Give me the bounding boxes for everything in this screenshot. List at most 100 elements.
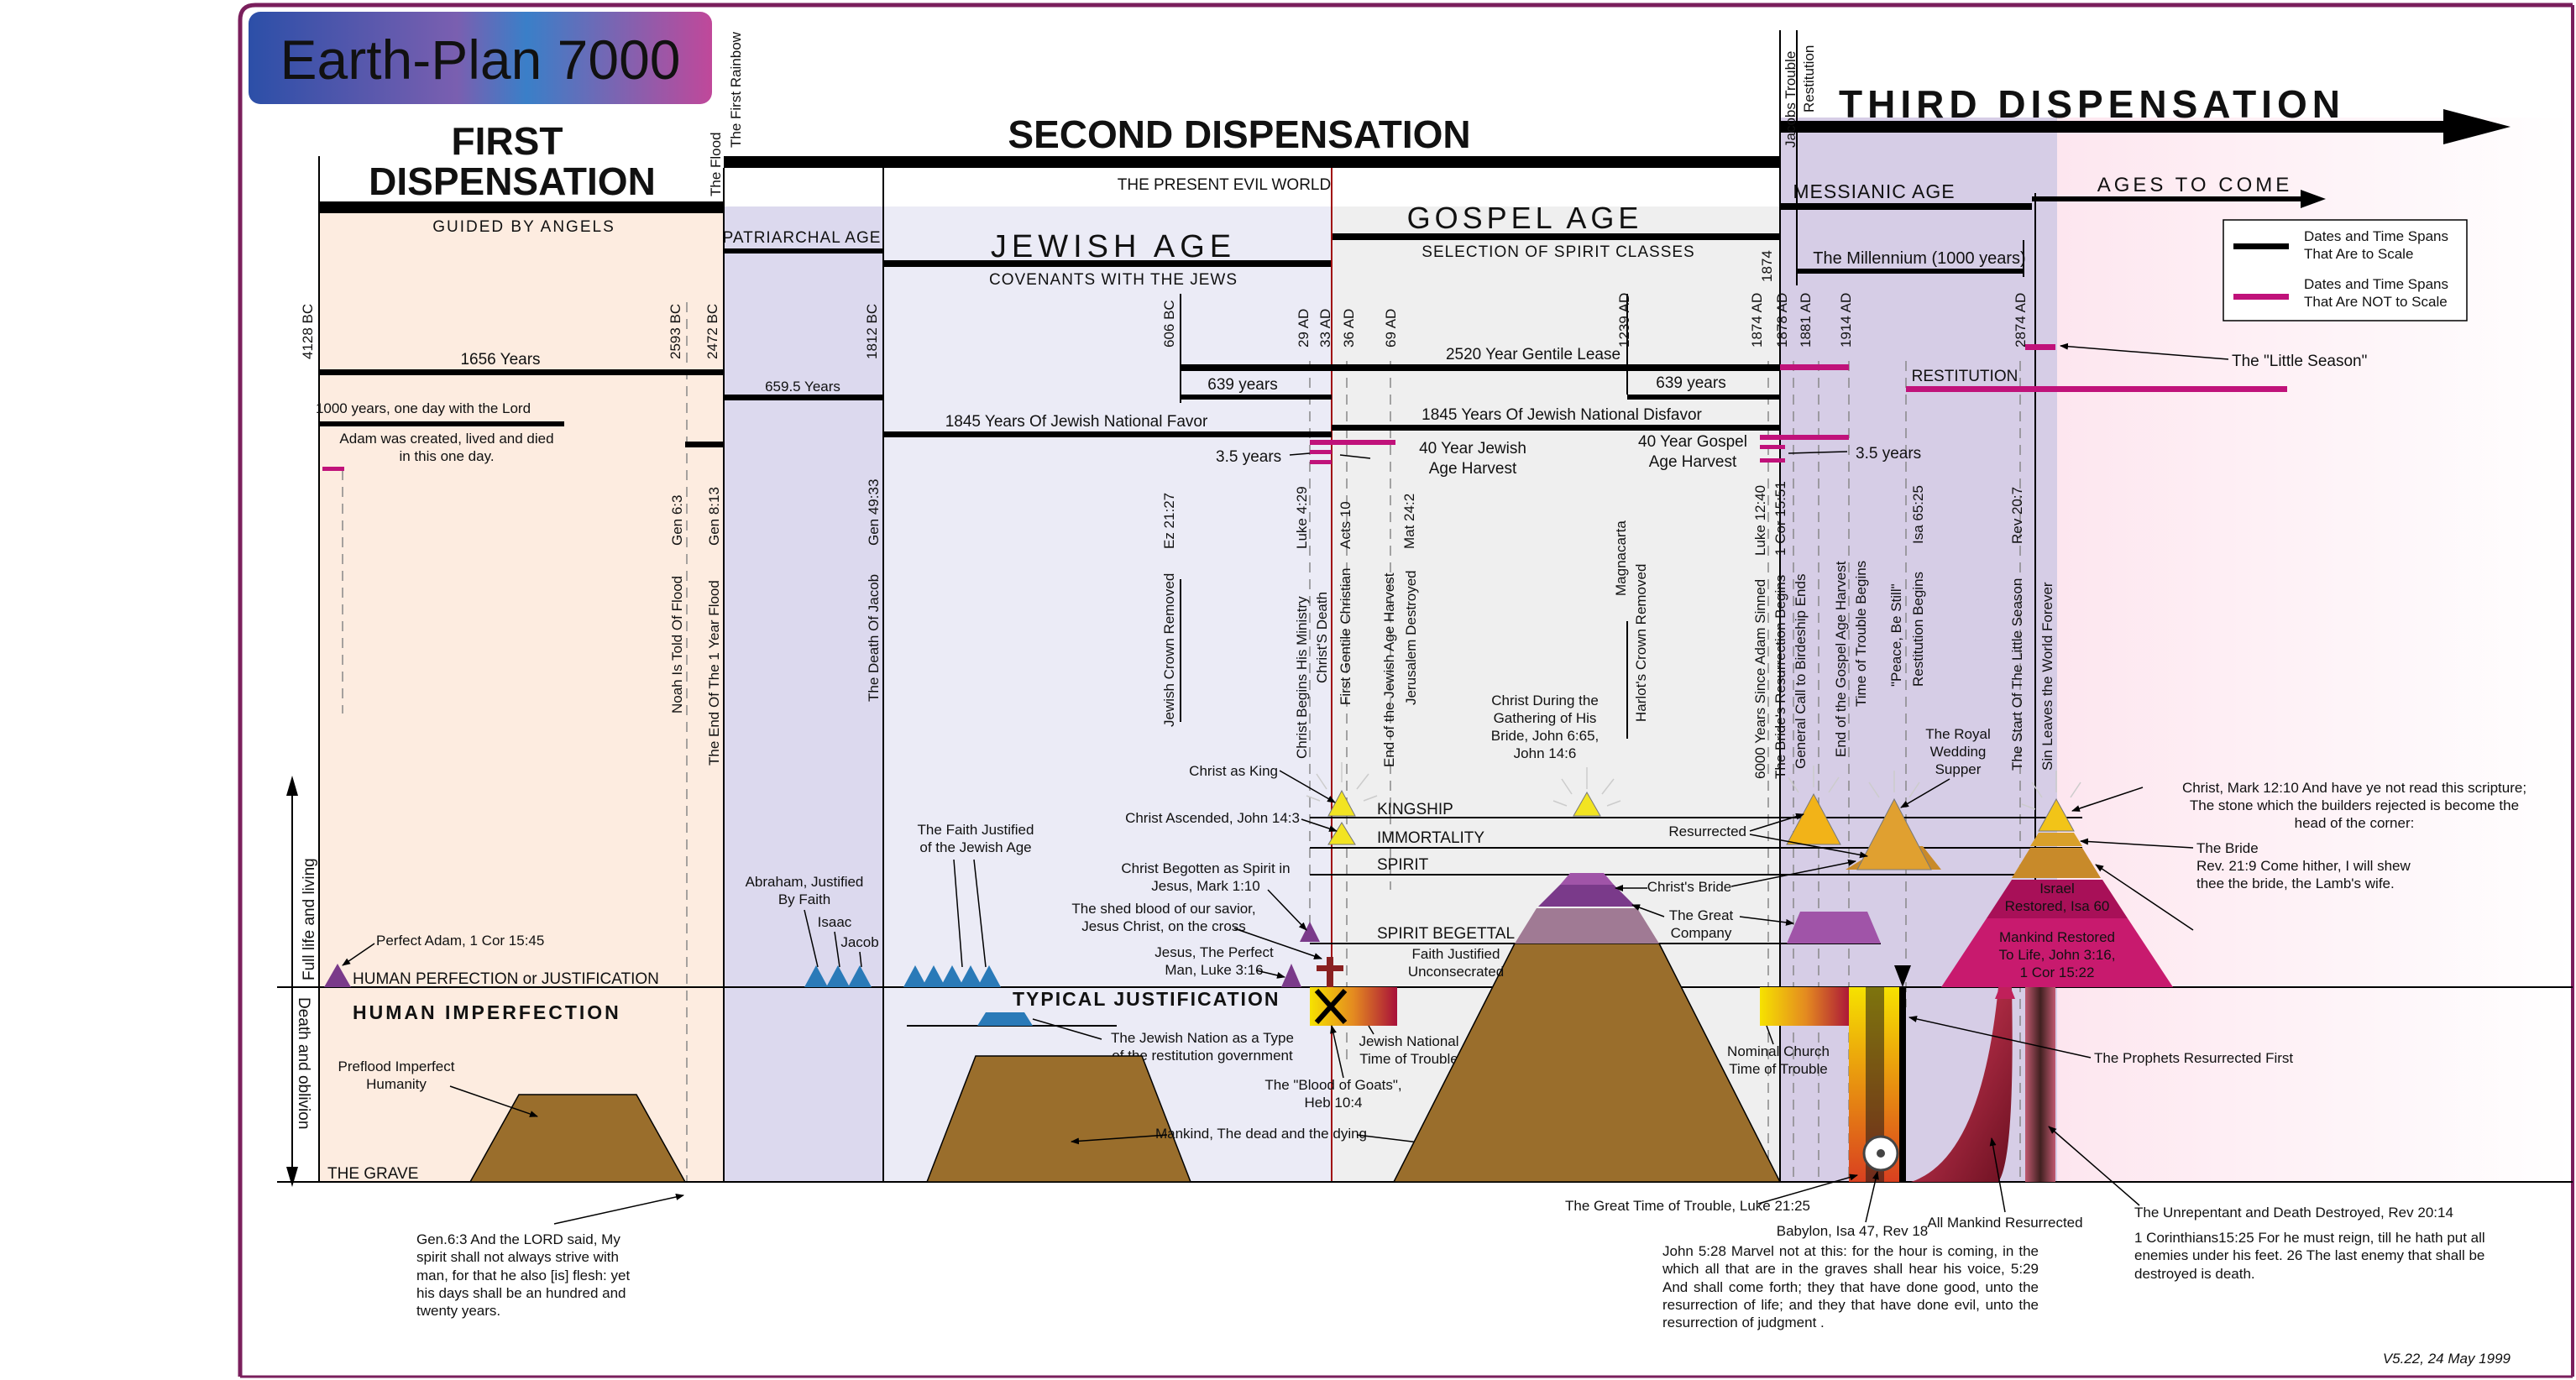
title-banner bbox=[249, 12, 712, 104]
gospel-age-bar bbox=[1332, 233, 1780, 240]
nominal-church-trouble-block bbox=[1760, 987, 1852, 1026]
first-dispensation-title-2: DISPENSATION bbox=[369, 159, 656, 203]
span-35b: 3.5 years bbox=[1856, 445, 1921, 463]
blood-goats-arrow bbox=[1330, 1025, 1344, 1079]
date-33ad: 33 AD bbox=[1317, 309, 1333, 348]
messianic-rays bbox=[1788, 766, 1920, 798]
jewish-trouble-block bbox=[1310, 987, 1397, 1026]
span-35b-pointer bbox=[1788, 451, 1848, 454]
event-call-ends: General Call to Birdeship Ends bbox=[1793, 574, 1809, 769]
span-35a: 3.5 years bbox=[1216, 448, 1281, 466]
jewish-age-label: JEWISH AGE bbox=[991, 229, 1236, 264]
legend-to-scale-2: That Are to Scale bbox=[2304, 246, 2413, 262]
millennium-bar bbox=[1797, 269, 2024, 274]
event-jerusalem: Jerusalem Destroyed bbox=[1403, 570, 1419, 705]
perfect-adam-arrow bbox=[342, 943, 375, 966]
babylon-label: Babylon, Isa 47, Rev 18 bbox=[1777, 1223, 1929, 1239]
flood-label: The Flood bbox=[708, 132, 724, 196]
jewish-age-bar bbox=[883, 260, 1332, 267]
great-trouble-arrow bbox=[1757, 1174, 1858, 1205]
event-harlot: Harlot's Crown Removed bbox=[1633, 564, 1649, 722]
adam-created-2: in this one day. bbox=[399, 448, 494, 464]
date-4128bc: 4128 BC bbox=[300, 304, 316, 359]
faith-justified-pointer-1 bbox=[953, 859, 963, 968]
perfect-adam-shape bbox=[324, 964, 351, 987]
bride-pyramid-band bbox=[2030, 833, 2082, 846]
event-ez2127: Ez 21:27 bbox=[1161, 493, 1177, 549]
event-trouble-begins: Time of Trouble Begins bbox=[1853, 561, 1869, 707]
second-dispensation-bar bbox=[724, 156, 1780, 168]
little-season-label: The "Little Season" bbox=[2232, 353, 2367, 370]
event-luke1240: Luke 12:40 bbox=[1752, 485, 1768, 556]
faith-justified-label-2: of the Jewish Age bbox=[919, 839, 1031, 855]
christ-king-shape bbox=[1327, 789, 1356, 817]
isaac-pointer bbox=[834, 931, 840, 968]
shed-blood-arrow bbox=[1233, 928, 1322, 959]
jewish-age-sub: COVENANTS WITH THE JEWS bbox=[989, 271, 1238, 289]
abraham-label-1: Abraham, Justified bbox=[746, 874, 864, 890]
first-rainbow-label: The First Rainbow bbox=[728, 31, 744, 148]
death-oblivion-label: Death and oblivion bbox=[295, 997, 312, 1129]
christ-king-rays bbox=[1306, 762, 1378, 802]
dashed-date-lines bbox=[342, 302, 2021, 1182]
not-to-scale-bars bbox=[322, 344, 2287, 471]
date-1878ad: 1878 AD bbox=[1774, 293, 1790, 348]
christ-pyramid-top bbox=[2038, 797, 2075, 832]
full-life-label: Full life and living bbox=[301, 858, 318, 980]
adam-created-1: Adam was created, lived and died bbox=[339, 431, 553, 447]
ages-to-come-label: AGES TO COME bbox=[2097, 174, 2293, 196]
mankind-label: Mankind, The dead and the dying bbox=[1155, 1126, 1367, 1142]
babylon-arrow bbox=[1865, 1171, 1879, 1223]
plane-spirit: SPIRIT bbox=[1377, 856, 1429, 874]
great-company-pyramid-arrow bbox=[2095, 864, 2194, 931]
blood-goats-label-1: The "Blood of Goats", bbox=[1264, 1077, 1401, 1093]
abraham-label-2: By Faith bbox=[778, 891, 830, 907]
date-36ad: 36 AD bbox=[1341, 309, 1357, 348]
patriarchal-bar bbox=[724, 248, 883, 254]
gen63-arrow bbox=[553, 1194, 684, 1225]
event-acts10: Acts 10 bbox=[1338, 501, 1353, 549]
event-crown-removed: Jewish Crown Removed bbox=[1161, 573, 1177, 727]
legend-magenta-swatch bbox=[2233, 294, 2289, 300]
christ-begotten-shape bbox=[1300, 922, 1320, 942]
great-company-messianic-shape bbox=[1787, 912, 1881, 944]
nominal-church-label-1: Nominal Church bbox=[1727, 1043, 1830, 1059]
date-labels: 4128 BC 2593 BC 2472 BC 1812 BC 606 BC 2… bbox=[300, 250, 2029, 359]
date-1874: 1874 bbox=[1759, 250, 1775, 282]
event-death: Christ'S Death bbox=[1314, 592, 1330, 683]
great-company-arrow-right bbox=[1739, 916, 1794, 926]
national-trouble-label-2: Time of Trouble bbox=[1359, 1051, 1458, 1067]
resurrected-arrow-2 bbox=[1749, 834, 1868, 859]
prophets-resurrection-arrow bbox=[1894, 965, 1911, 987]
christ-begotten-label-1: Christ Begotten as Spirit in bbox=[1121, 860, 1290, 876]
date-29ad: 29 AD bbox=[1296, 309, 1312, 348]
christ-king-arrow bbox=[1279, 770, 1336, 803]
gathering-rays bbox=[1552, 767, 1621, 807]
christ-mark-label-3: head of the corner: bbox=[2295, 815, 2415, 831]
patriarch-triangles bbox=[804, 965, 872, 987]
great-company-pyramid-band bbox=[2012, 848, 2101, 878]
all-mankind-label: All Mankind Resurrected bbox=[1927, 1215, 2082, 1231]
event-rev207: Rev 20:7 bbox=[2009, 487, 2025, 544]
legend-to-scale-1: Dates and Time Spans bbox=[2304, 228, 2448, 244]
the-bride-label-1: The Bride bbox=[2196, 840, 2259, 856]
great-company-label-1: The Great bbox=[1669, 907, 1734, 923]
event-end-jewish-harvest: End of the Jewish Age Harvest bbox=[1381, 572, 1397, 767]
babylon-millstone-hole bbox=[1877, 1149, 1885, 1158]
legend-black-swatch bbox=[2233, 243, 2289, 249]
resurrected-label: Resurrected bbox=[1668, 823, 1746, 839]
date-606bc: 606 BC bbox=[1161, 300, 1177, 348]
great-trouble-label: The Great Time of Trouble, Luke 21:25 bbox=[1565, 1198, 1810, 1214]
jewish-harvest-pointer bbox=[1339, 454, 1371, 459]
second-dispensation-sub: THE PRESENT EVIL WORLD bbox=[1118, 176, 1331, 194]
faith-unconsecrated-label-2: Unconsecrated bbox=[1408, 964, 1504, 980]
ages-to-come-bar bbox=[2032, 196, 2309, 201]
cross-beam bbox=[1317, 965, 1343, 971]
israel-restored-band bbox=[1987, 880, 2128, 918]
jesus-perfect-arrow bbox=[1255, 970, 1285, 979]
christs-bride-gospel-shape bbox=[1560, 873, 1614, 885]
great-company-arrow-left bbox=[1631, 904, 1665, 917]
span-35a-pointer bbox=[1289, 452, 1311, 456]
span-1656: 1656 Years bbox=[460, 351, 540, 369]
second-dispensation-title: SECOND DISPENSATION bbox=[1008, 112, 1470, 156]
